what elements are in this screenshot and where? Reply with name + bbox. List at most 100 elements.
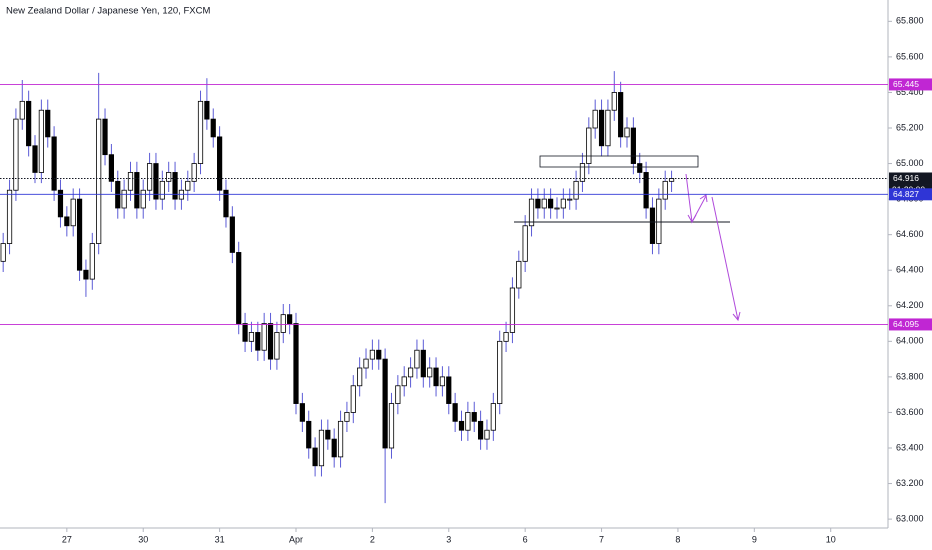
candle-body: [656, 198, 662, 244]
candle-body: [395, 385, 401, 404]
candle-body: [490, 403, 496, 431]
candle-body: [618, 92, 624, 138]
candle-body: [204, 100, 210, 120]
candle-body: [522, 225, 528, 262]
x-tick-label: 9: [752, 534, 757, 544]
candle-body: [108, 154, 114, 182]
candle-body: [306, 420, 312, 449]
candle-body: [598, 109, 605, 147]
arrow-head: [687, 214, 697, 224]
range-box: [539, 155, 699, 168]
candle-body: [357, 367, 363, 387]
price-tag: [889, 78, 932, 91]
candle-body: [26, 100, 32, 147]
candle-body: [229, 216, 235, 253]
candle-body: [191, 163, 197, 182]
plot-area: [0, 71, 675, 504]
candle-body: [446, 376, 452, 404]
candle-body: [369, 349, 375, 360]
candle-body: [668, 178, 675, 182]
x-tick-label: 3: [446, 534, 451, 544]
candle-body: [630, 127, 636, 164]
candle-body: [159, 180, 165, 200]
candle-body: [497, 340, 503, 404]
candle-body: [210, 118, 216, 138]
y-tick-label: 64.200: [896, 300, 924, 310]
candle-body: [471, 412, 477, 422]
candle-body: [586, 127, 592, 164]
candle-body: [579, 163, 586, 182]
candle-body: [592, 109, 598, 129]
y-tick-label: 63.800: [896, 371, 924, 381]
candle-body: [121, 189, 127, 209]
candle-body: [624, 127, 630, 138]
x-tick-label: 6: [523, 534, 528, 544]
candle-body: [337, 420, 344, 458]
price-tag: [889, 318, 932, 331]
x-tick-label: 30: [138, 534, 148, 544]
candle-body: [420, 349, 426, 378]
candle-body: [166, 172, 172, 182]
candle-body: [153, 163, 159, 200]
candle-body: [134, 172, 140, 209]
candle-body: [96, 118, 102, 244]
candle-body: [605, 109, 611, 147]
candle-body: [76, 198, 83, 271]
price-tag-label: 64.095: [893, 319, 919, 329]
candle-body: [637, 163, 643, 173]
candle-body: [280, 314, 286, 333]
candle-body: [64, 216, 70, 227]
candle-body: [19, 100, 25, 120]
candle-body: [70, 198, 76, 227]
candle-body: [102, 118, 108, 156]
projection-arrow: [711, 196, 739, 321]
candle-body: [611, 92, 617, 111]
candle-body: [242, 323, 248, 342]
candle-body: [197, 100, 204, 164]
candle-body: [312, 447, 318, 467]
candle-body: [325, 429, 331, 440]
candle-body: [38, 109, 44, 173]
candle-body: [573, 180, 579, 200]
x-tick-label: 8: [675, 534, 680, 544]
y-tick-label: 65.800: [896, 16, 924, 26]
candle-body: [478, 420, 484, 440]
candle-body: [274, 332, 280, 360]
candle-body: [185, 180, 191, 191]
x-tick-label: 27: [62, 534, 72, 544]
candle-body: [388, 403, 395, 449]
y-tick-label: 64.000: [896, 336, 924, 346]
y-tick-label: 65.200: [896, 122, 924, 132]
candle-body: [217, 136, 223, 191]
candle-body: [465, 412, 471, 431]
candle-body: [51, 136, 57, 191]
candle-body: [452, 403, 458, 422]
candle-body: [528, 198, 535, 227]
candle-body: [32, 145, 38, 173]
candle-body: [6, 189, 13, 244]
candle-body: [57, 189, 64, 218]
candle-body: [643, 172, 649, 209]
candle-body: [236, 252, 242, 324]
y-tick-label: 65.400: [896, 87, 924, 97]
candle-body: [554, 207, 560, 210]
price-tag: [889, 172, 932, 185]
candle-body: [318, 429, 325, 467]
candle-body: [331, 438, 337, 458]
candle-body: [382, 358, 388, 449]
arrow-head: [699, 194, 708, 203]
candle-body: [535, 198, 541, 209]
candle-body: [567, 198, 573, 201]
candle-body: [433, 367, 439, 387]
candle-body: [509, 287, 516, 333]
candle-body: [255, 332, 261, 351]
candle-body: [439, 376, 446, 387]
x-tick-label: 10: [826, 534, 836, 544]
candle-body: [649, 207, 656, 244]
candle-body: [350, 385, 356, 413]
y-tick-label: 63.400: [896, 442, 924, 452]
candle-body: [223, 189, 229, 218]
price-tag-label: 64.827: [893, 189, 919, 199]
candle-body: [363, 358, 369, 369]
